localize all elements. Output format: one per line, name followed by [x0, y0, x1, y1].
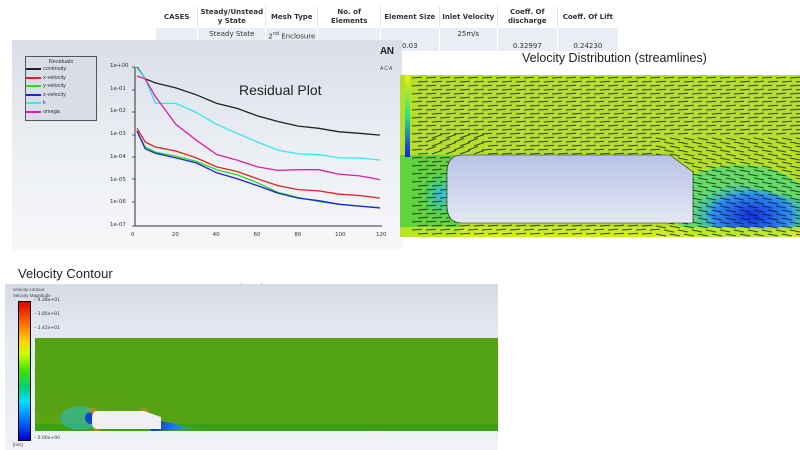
y-tick-label: 1e-07: [110, 222, 126, 228]
header-elements: No. of Elements: [317, 6, 381, 28]
legend-item-k: k: [26, 99, 96, 108]
y-tick-label: 1e-03: [110, 131, 126, 138]
header-inlet-velocity: Inlet Velocity: [439, 6, 498, 28]
table-header-row: CASES Steady/Unstead y State Mesh Type N…: [156, 6, 618, 28]
x-tick-label: 40: [212, 232, 220, 238]
y-axis: [134, 67, 382, 227]
y-tick-label: 1e-04: [110, 153, 126, 160]
series-omega: [136, 75, 381, 181]
streamline-title: Velocity Distribution (streamlines): [522, 51, 707, 65]
ansys-logo: AN: [380, 46, 394, 57]
colorbar-unit: [m/s]: [13, 442, 23, 447]
header-mesh-type: Mesh Type: [265, 6, 319, 28]
body-geometry: [446, 154, 694, 224]
velocity-field: [35, 338, 498, 431]
colorbar-label: – 3.85e+01: [34, 311, 60, 317]
y-tick-label: 1e-02: [110, 108, 126, 115]
header-cases: CASES: [156, 6, 199, 28]
series-continuity: [136, 66, 381, 136]
x-tick-label: 80: [294, 232, 302, 238]
contour-name: velocity-contour: [13, 287, 45, 292]
x-tick-label: 20: [171, 232, 179, 238]
header-element-size: Element Size: [380, 6, 440, 28]
x-tick-label: 100: [335, 232, 346, 238]
cell-inlet-velocity: 25m/s: [439, 28, 498, 52]
y-tick-label: 1e-06: [110, 199, 126, 206]
colorbar-label: – 3.42e+01: [34, 325, 60, 331]
legend-label: k: [43, 100, 46, 107]
y-tick-label: 1e-01: [110, 85, 126, 92]
streamline-image: [400, 75, 800, 237]
residual-series: [136, 66, 381, 209]
header-state: Steady/Unstead y State: [197, 6, 267, 28]
contour-image: velocity-contour Velocity Magnitude – 4.…: [5, 284, 498, 450]
header-coeff-lift: Coeff. Of Lift: [557, 6, 618, 28]
x-tick-label: 120: [376, 232, 387, 238]
legend-item-x-velocity: x-velocity: [26, 74, 96, 83]
residual-chart: [132, 66, 382, 227]
colorbar: [18, 301, 31, 441]
legend-label: continuity: [43, 66, 67, 73]
legend-item-omega: omega: [26, 108, 96, 117]
streamline-arrows: [411, 76, 800, 237]
mesh-type-line1: 2nd Enclosure: [268, 31, 316, 41]
legend-item-continuity: continuity: [26, 65, 96, 74]
legend-item-y-velocity: y-velocity: [26, 82, 96, 91]
streamline-plot: [400, 75, 800, 237]
inlet-velocity-text: 25m/s: [457, 30, 480, 38]
legend-title: Residuals: [48, 59, 74, 65]
series-z-velocity: [136, 130, 381, 209]
velocity-contour-plot: [35, 338, 498, 431]
residual-plot-panel: Residuals continuity x-velocity y-veloci…: [12, 40, 402, 292]
residual-plot-title: Residual Plot: [239, 82, 322, 98]
contour-variable: Velocity Magnitude: [13, 293, 51, 298]
x-tick-label: 0: [131, 232, 135, 238]
legend-label: z-velocity: [43, 91, 66, 98]
cell-coeff-lift: 0.24230: [557, 28, 618, 52]
cell-coeff-discharge: 0.32997: [497, 28, 558, 52]
series-k: [136, 67, 381, 161]
contour-title: Velocity Contour: [18, 266, 113, 281]
legend-label: y-velocity: [43, 83, 66, 90]
results-table: CASES Steady/Unstead y State Mesh Type N…: [156, 6, 618, 52]
header-coeff-discharge: Coeff. Of discharge: [497, 6, 558, 28]
y-ticks: [132, 66, 135, 227]
table-row: 4 Steady State 2nd Enclosure Refined Mes…: [156, 28, 618, 52]
legend-label: omega: [43, 108, 60, 115]
residual-legend: Residuals continuity x-velocity y-veloci…: [25, 56, 97, 121]
y-tick-label: 1e+00: [110, 63, 129, 69]
cell-state-text: Steady State: [209, 30, 255, 38]
colorbar-label: – 0.00e+00: [34, 436, 60, 441]
legend-item-z-velocity: z-velocity: [26, 91, 96, 100]
x-tick-label: 60: [253, 232, 261, 238]
body-geometry: [92, 411, 161, 429]
legend-label: x-velocity: [43, 74, 66, 81]
colorbar-label: – 4.28e+01: [34, 298, 60, 303]
series-x-velocity: [136, 127, 381, 199]
y-tick-label: 1e-05: [110, 176, 126, 183]
ansys-logo-subtext: ACA: [380, 66, 394, 72]
